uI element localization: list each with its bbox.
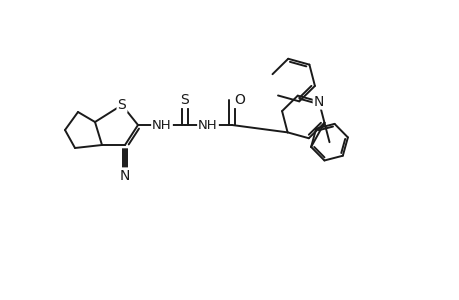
Text: S: S (118, 98, 126, 112)
Text: O: O (234, 93, 245, 107)
Text: N: N (119, 169, 130, 182)
Text: NH: NH (152, 118, 172, 131)
Text: N: N (313, 94, 324, 109)
Text: NH: NH (198, 118, 218, 131)
Text: S: S (180, 93, 189, 107)
